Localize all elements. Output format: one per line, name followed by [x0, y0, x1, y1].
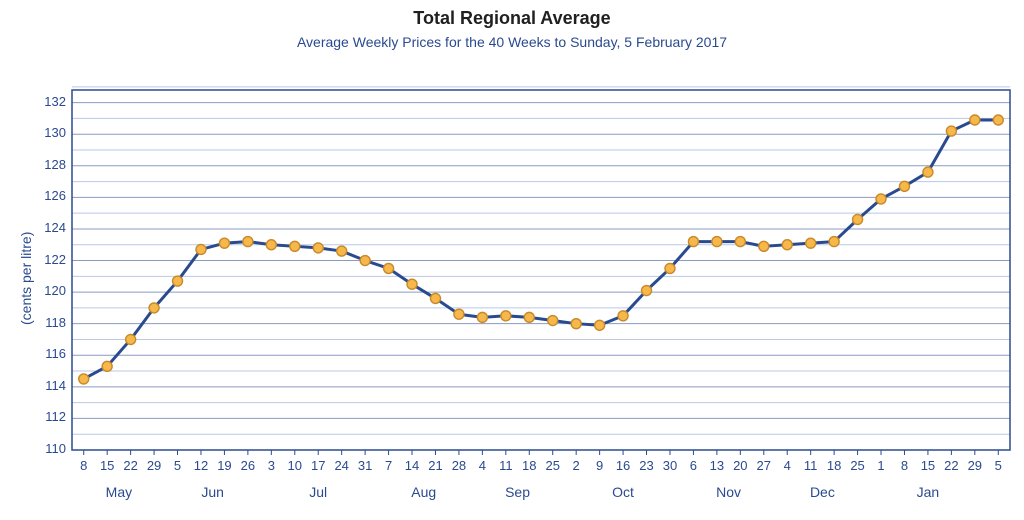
xtick-label: 30 [660, 458, 680, 473]
xtick-label: 21 [425, 458, 445, 473]
xtick-label: 28 [449, 458, 469, 473]
xtick-label: 18 [519, 458, 539, 473]
ytick-label: 132 [44, 94, 66, 109]
xtick-label: 4 [777, 458, 797, 473]
line-chart [0, 0, 1024, 520]
xtick-label: 1 [871, 458, 891, 473]
chart-container: Total Regional Average Average Weekly Pr… [0, 0, 1024, 520]
month-label: Jul [298, 484, 338, 500]
ytick-label: 110 [45, 441, 66, 456]
xtick-label: 5 [988, 458, 1008, 473]
xtick-label: 29 [144, 458, 164, 473]
month-label: Jan [908, 484, 948, 500]
xtick-label: 6 [683, 458, 703, 473]
ytick-label: 126 [44, 188, 66, 203]
month-label: Sep [498, 484, 538, 500]
month-label: Dec [802, 484, 842, 500]
xtick-label: 15 [918, 458, 938, 473]
ytick-label: 130 [44, 125, 66, 140]
xtick-label: 11 [801, 458, 821, 473]
month-label: Oct [603, 484, 643, 500]
month-label: Aug [404, 484, 444, 500]
xtick-label: 20 [730, 458, 750, 473]
xtick-label: 3 [261, 458, 281, 473]
ytick-label: 112 [45, 409, 66, 424]
xtick-label: 18 [824, 458, 844, 473]
xtick-label: 26 [238, 458, 258, 473]
xtick-label: 14 [402, 458, 422, 473]
xtick-label: 2 [566, 458, 586, 473]
xtick-label: 5 [168, 458, 188, 473]
xtick-label: 10 [285, 458, 305, 473]
xtick-label: 8 [894, 458, 914, 473]
xtick-label: 7 [379, 458, 399, 473]
xtick-label: 22 [941, 458, 961, 473]
xtick-label: 31 [355, 458, 375, 473]
xtick-label: 29 [965, 458, 985, 473]
ytick-label: 124 [44, 220, 66, 235]
xtick-label: 8 [74, 458, 94, 473]
xtick-label: 13 [707, 458, 727, 473]
xtick-label: 25 [848, 458, 868, 473]
ytick-label: 114 [45, 378, 66, 393]
xtick-label: 15 [97, 458, 117, 473]
ytick-label: 128 [44, 157, 66, 172]
xtick-label: 27 [754, 458, 774, 473]
xtick-label: 24 [332, 458, 352, 473]
ytick-label: 116 [45, 346, 66, 361]
xtick-label: 9 [590, 458, 610, 473]
xtick-label: 11 [496, 458, 516, 473]
xtick-label: 16 [613, 458, 633, 473]
xtick-label: 22 [121, 458, 141, 473]
month-label: May [99, 484, 139, 500]
xtick-label: 23 [637, 458, 657, 473]
xtick-label: 17 [308, 458, 328, 473]
xtick-label: 19 [214, 458, 234, 473]
month-label: Jun [193, 484, 233, 500]
xtick-label: 25 [543, 458, 563, 473]
ytick-label: 120 [44, 283, 66, 298]
xtick-label: 4 [472, 458, 492, 473]
ytick-label: 122 [44, 252, 66, 267]
ytick-label: 118 [45, 315, 66, 330]
month-label: Nov [709, 484, 749, 500]
xtick-label: 12 [191, 458, 211, 473]
